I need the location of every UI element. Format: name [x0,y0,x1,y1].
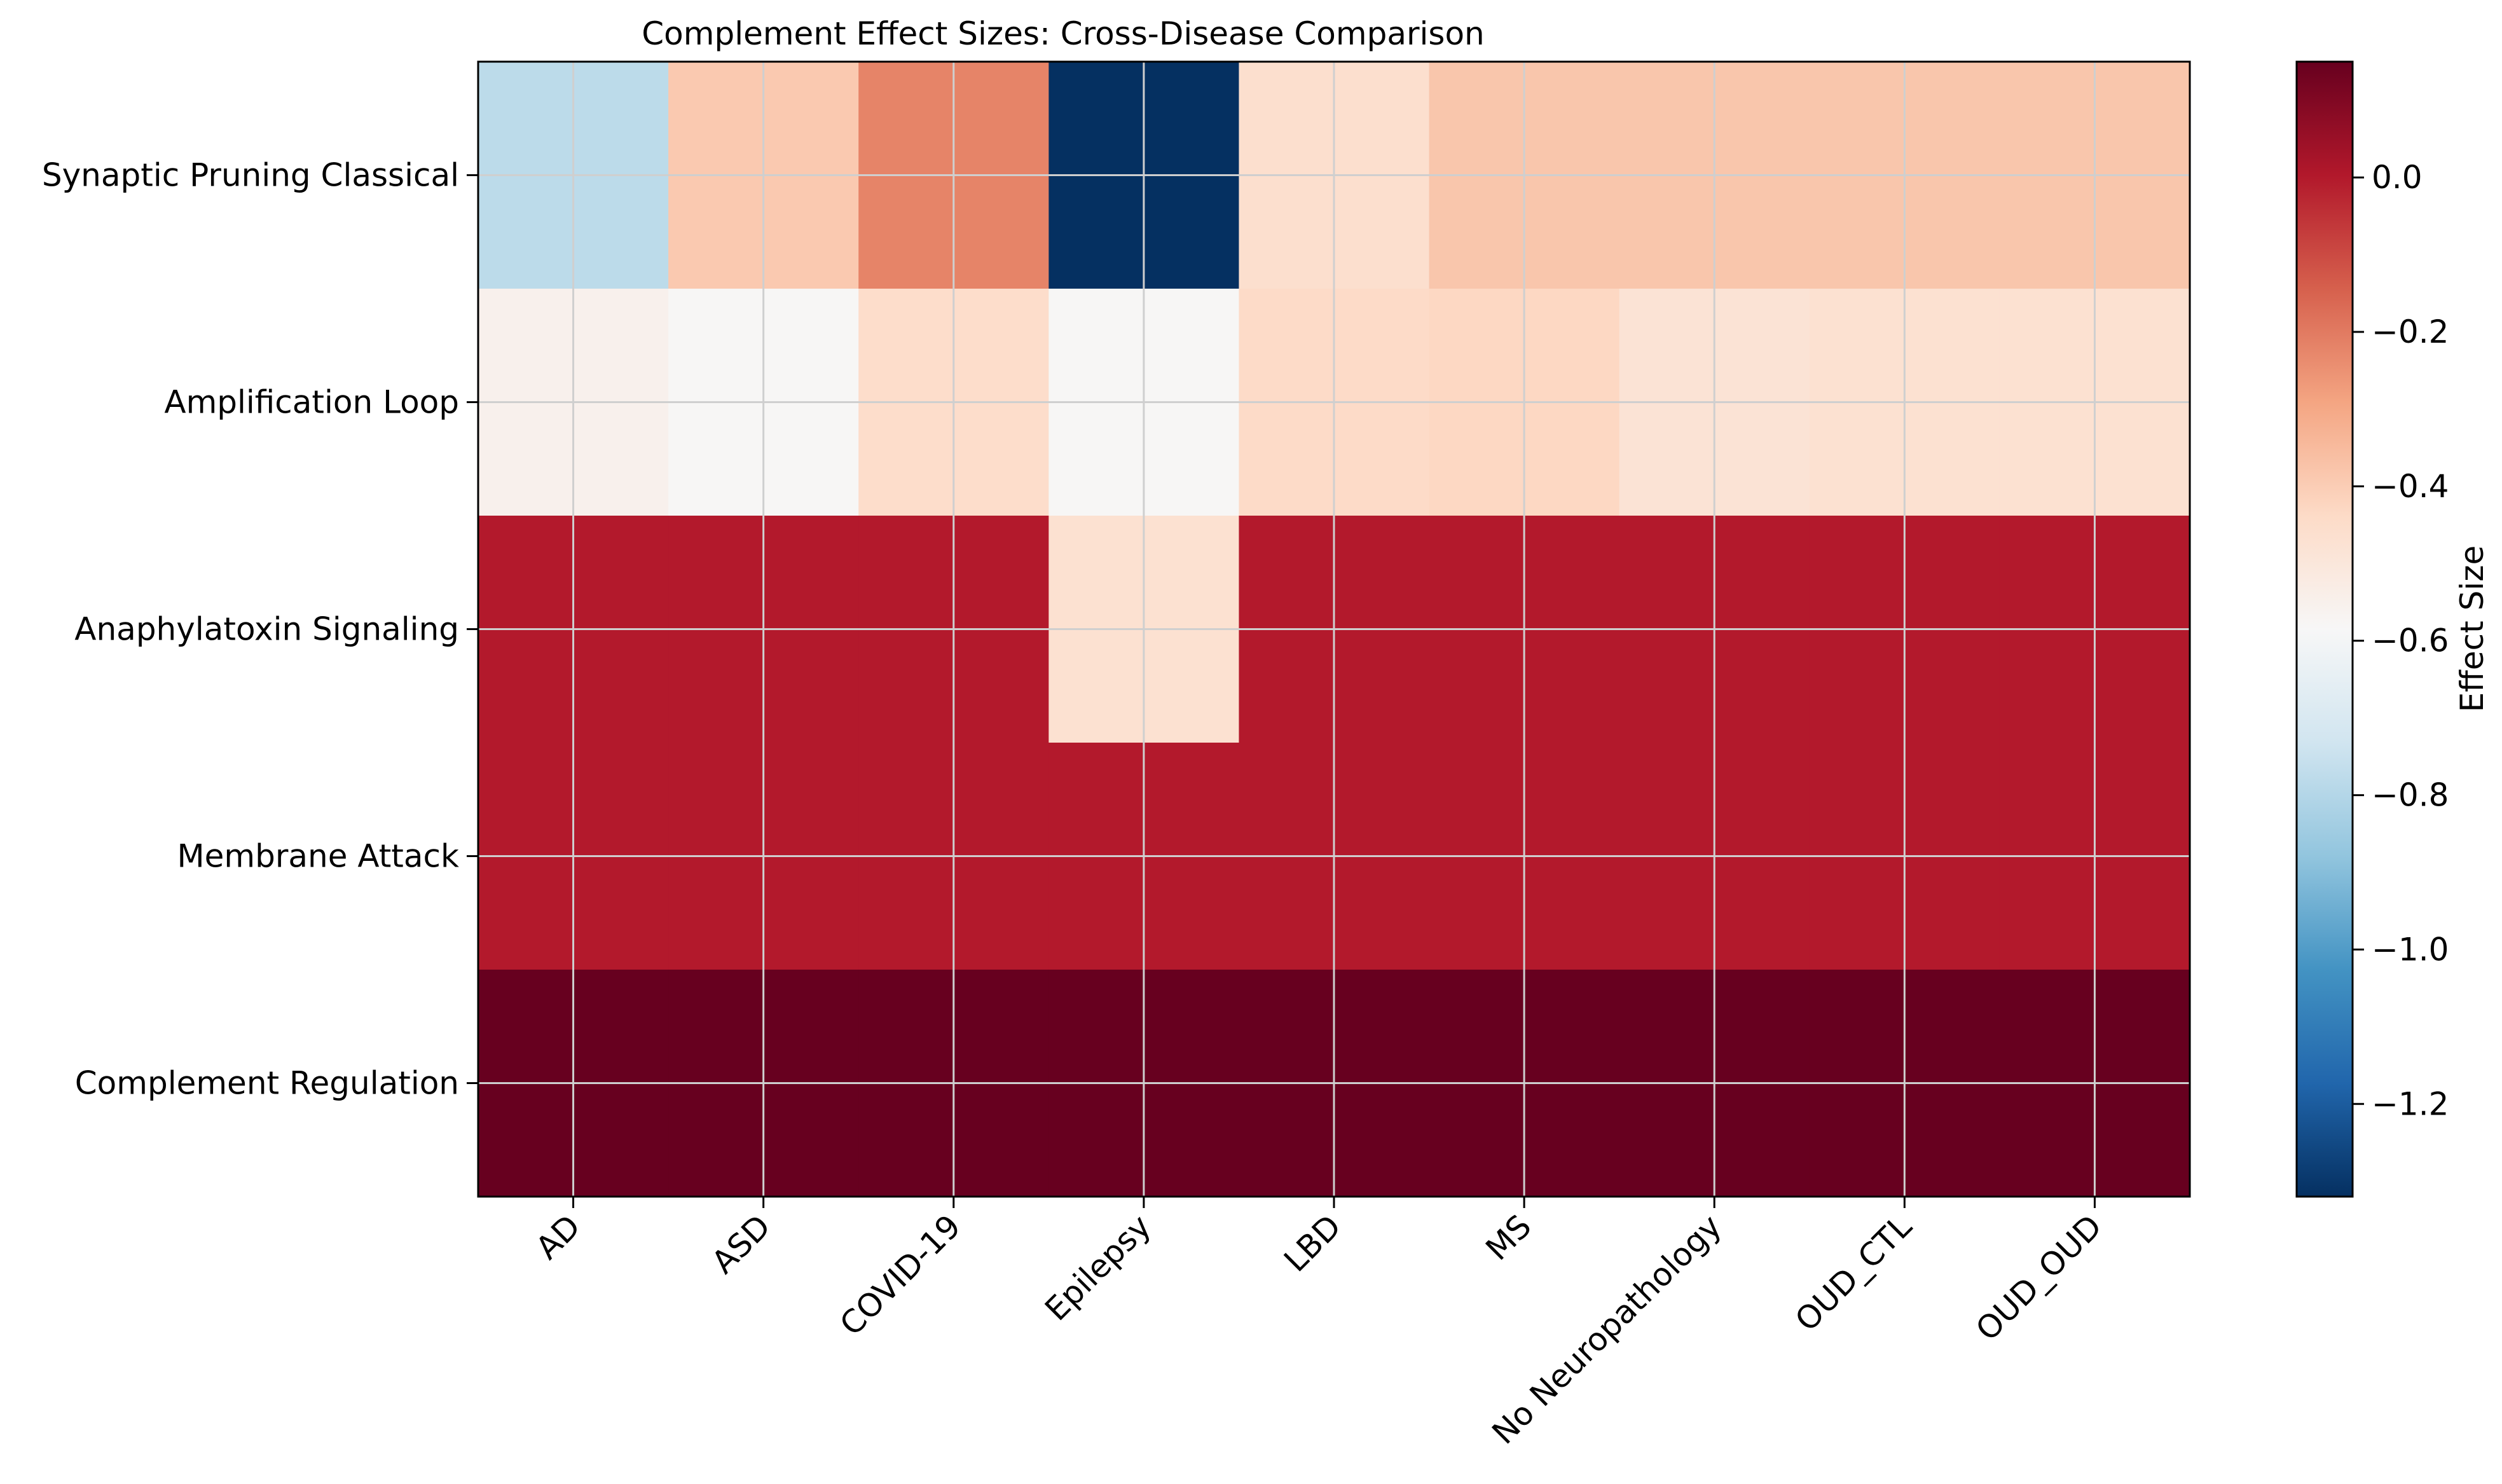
y-tick-label: Anaphylatoxin Signaling [74,611,459,648]
colorbar-tick-label: −0.6 [2372,622,2449,659]
colorbar-tick-label: −0.8 [2372,777,2449,814]
colorbar-tick-label: 0.0 [2372,159,2423,196]
x-tick-label: Epilepsy [1038,1207,1158,1328]
colorbar-tick-label: −1.0 [2372,931,2449,968]
y-tick-label: Synaptic Pruning Classical [42,157,459,194]
x-tick-label: OUD_CTL [1788,1207,1919,1338]
colorbar-tick-label: −1.2 [2372,1085,2449,1122]
colorbar-tick-label: −0.4 [2372,468,2449,505]
x-tick-label: ASD [705,1207,778,1281]
x-tick-label: OUD_OUD [1969,1207,2109,1348]
colorbar-ticks: 0.0 −0.2 −0.4 −0.6 −0.8 −1.0 −1.2 [2353,159,2449,1122]
colorbar-gradient [2295,60,2354,1198]
colorbar-tick-label: −0.2 [2372,313,2449,350]
x-tick-label: AD [529,1207,588,1266]
y-tick-label: Complement Regulation [75,1065,459,1102]
x-tick-label: COVID-19 [833,1207,968,1342]
y-axis-ticks: Synaptic Pruning Classical Amplification … [42,157,478,1102]
y-tick-label: Membrane Attack [177,838,459,875]
x-tick-label: LBD [1277,1207,1348,1279]
y-tick-label: Amplification Loop [164,384,459,421]
grid-lines [478,62,2190,1197]
chart-title: Complement Effect Sizes: Cross-Disease C… [642,15,1485,52]
colorbar: 0.0 −0.2 −0.4 −0.6 −0.8 −1.0 −1.2 Effect Size [2295,60,2491,1198]
x-tick-label: MS [1479,1207,1539,1267]
colorbar-label: Effect Size [2454,546,2491,712]
